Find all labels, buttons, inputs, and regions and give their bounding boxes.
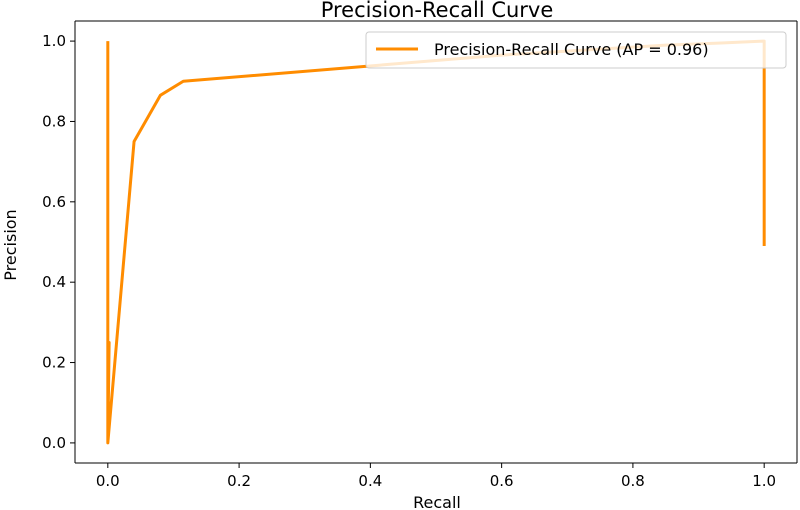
x-tick-label: 0.2 — [227, 472, 251, 490]
x-tick-label: 0.8 — [621, 472, 645, 490]
axis-ticks: 0.0 0.2 0.4 0.6 0.8 1.0 0.0 0.2 0.4 0.6 0.8 1.0 — [42, 32, 776, 490]
series-line — [106, 39, 766, 445]
legend: Precision-Recall Curve (AP = 0.96) — [365, 31, 787, 69]
x-tick-label: 0.0 — [96, 472, 120, 490]
y-tick-label: 0.4 — [42, 273, 66, 291]
y-tick-label: 0.6 — [42, 193, 66, 211]
series-layer — [106, 39, 766, 445]
y-tick-label: 1.0 — [42, 32, 66, 50]
chart-title: Precision-Recall Curve — [321, 0, 554, 22]
x-tick-label: 0.6 — [490, 472, 514, 490]
x-axis-label: Recall — [413, 493, 461, 510]
x-tick-label: 0.4 — [358, 472, 382, 490]
legend-box — [365, 31, 787, 69]
y-tick-label: 0.2 — [42, 354, 66, 372]
y-axis-label: Precision — [1, 209, 20, 280]
legend-label: Precision-Recall Curve (AP = 0.96) — [434, 40, 709, 59]
x-tick-label: 1.0 — [752, 472, 776, 490]
y-tick-label: 0.0 — [42, 434, 66, 452]
y-tick-label: 0.8 — [42, 112, 66, 130]
axes-frame — [74, 20, 798, 464]
